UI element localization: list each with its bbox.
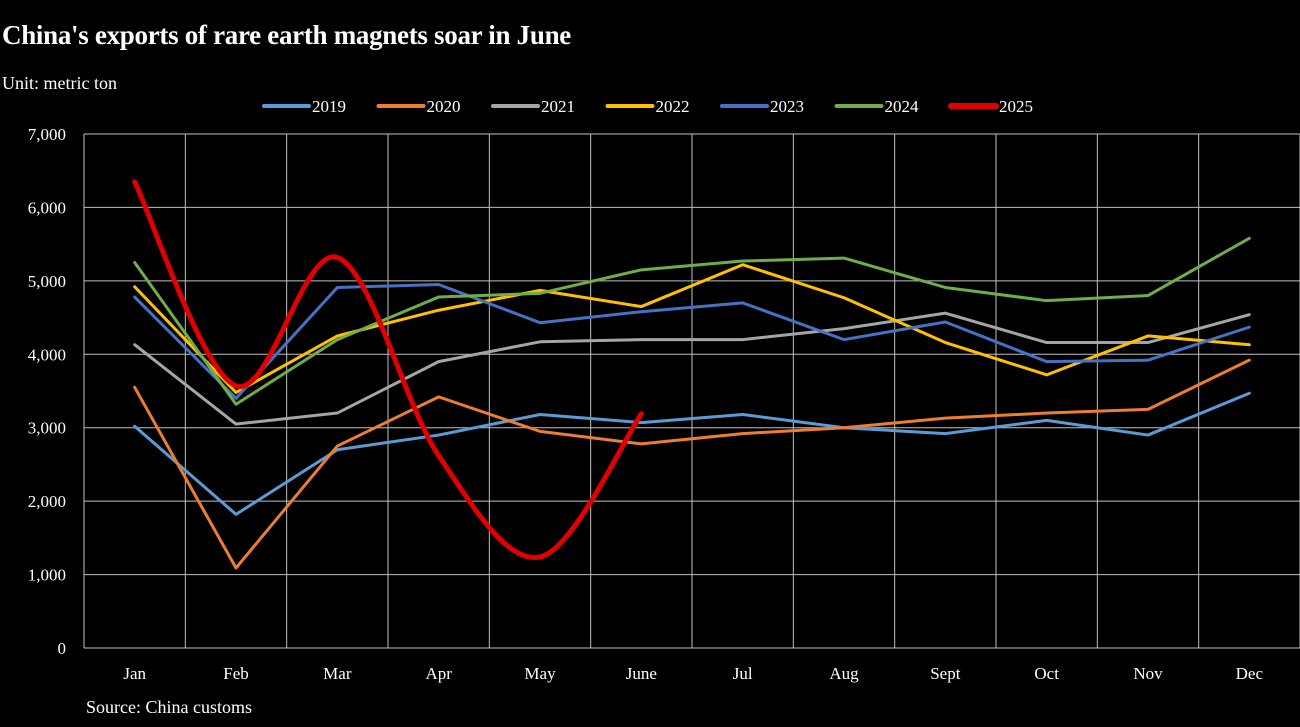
y-tick-label: 4,000 [28, 345, 66, 364]
chart-title: China's exports of rare earth magnets so… [2, 20, 571, 50]
series-line-2021 [133, 311, 1251, 426]
legend-label-2025: 2025 [999, 97, 1033, 116]
chart-subtitle: Unit: metric ton [2, 73, 117, 93]
x-tick-label: June [626, 664, 657, 683]
x-tick-label: Aug [829, 664, 859, 683]
chart-source: Source: China customs [86, 697, 252, 717]
y-axis: 0 1,000 2,000 3,000 4,000 5,000 6,000 7,000 [28, 125, 66, 658]
grid [83, 133, 1300, 649]
y-tick-label: 2,000 [28, 492, 66, 511]
x-tick-label: Nov [1133, 664, 1163, 683]
series-line-2022 [133, 263, 1251, 394]
legend-label-2023: 2023 [770, 97, 804, 116]
series-line-2024 [133, 236, 1251, 406]
x-tick-label: Jul [733, 664, 753, 683]
x-tick-label: Jan [123, 664, 146, 683]
series-line-2019 [133, 391, 1251, 516]
legend-label-2020: 2020 [427, 97, 461, 116]
series-line-2025 [132, 179, 644, 560]
series-line-2020 [133, 358, 1251, 570]
x-tick-label: Sept [930, 664, 961, 683]
x-tick-label: Apr [425, 664, 452, 683]
legend: 2019 2020 2021 2022 2023 2024 2025 [262, 97, 1033, 116]
x-tick-label: Dec [1236, 664, 1264, 683]
legend-label-2022: 2022 [656, 97, 690, 116]
y-tick-label: 7,000 [28, 125, 66, 144]
y-tick-label: 1,000 [28, 566, 66, 585]
legend-label-2021: 2021 [541, 97, 575, 116]
y-tick-label: 6,000 [28, 198, 66, 217]
x-axis: Jan Feb Mar Apr May June Jul Aug Sept Oct Nov Dec [123, 664, 1263, 683]
x-tick-label: Feb [223, 664, 249, 683]
y-tick-label: 0 [58, 639, 67, 658]
legend-label-2019: 2019 [312, 97, 346, 116]
y-tick-label: 3,000 [28, 419, 66, 438]
legend-label-2024: 2024 [885, 97, 920, 116]
x-tick-label: Oct [1034, 664, 1059, 683]
x-tick-label: May [524, 664, 556, 683]
x-tick-label: Mar [323, 664, 352, 683]
series-lines [132, 179, 1251, 570]
y-tick-label: 5,000 [28, 272, 66, 291]
series-line-2023 [133, 283, 1251, 400]
